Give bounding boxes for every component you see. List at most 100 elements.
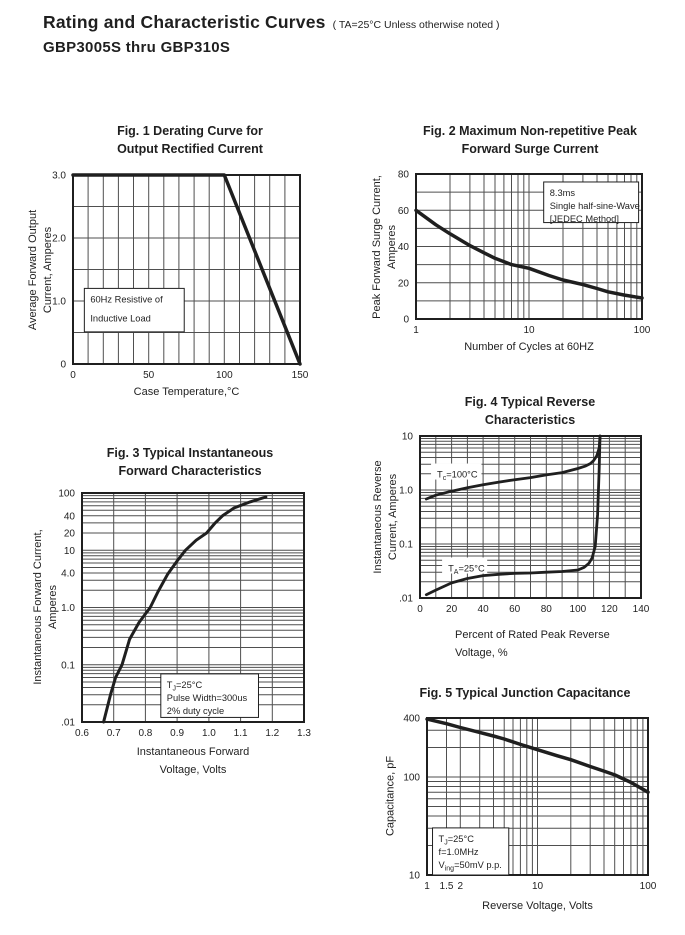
figure-2-title-line1: Fig. 2 Maximum Non-repetitive Peak <box>423 124 637 138</box>
figure-3-y-axis-label: Instantaneous Forward Current, Amperes <box>32 529 59 685</box>
svg-text:0: 0 <box>60 360 66 371</box>
fig2-axis-tick-labels: 1 10 100 80 60 40 20 0 <box>398 170 651 337</box>
svg-text:10: 10 <box>402 432 414 443</box>
svg-text:400: 400 <box>403 714 420 725</box>
figure-3-title: Fig. 3 Typical Instantaneous Forward Cha… <box>60 444 320 480</box>
svg-text:1.5: 1.5 <box>440 881 454 892</box>
svg-text:0.6: 0.6 <box>75 728 89 739</box>
figure-1-title-line2: Output Rectified Current <box>117 142 263 156</box>
figure-5-title-line1: Fig. 5 Typical Junction Capacitance <box>419 686 631 700</box>
svg-text:0.1: 0.1 <box>399 540 413 551</box>
figure-2-plot-area: 8.3ms Single half-sine-Wave [JEDEC Method]… <box>398 170 651 337</box>
fig4-canvas: Tc=100°C TA=25°C 0 20 40 60 80 100 120 140 10 1.0 0.… <box>399 432 650 616</box>
figure-5-plot-area: TJ=25°C f=1.0MHz Ving=50mV p.p. 1 1.5 2 10 100 4… <box>403 714 656 893</box>
svg-text:0: 0 <box>417 604 423 615</box>
svg-text:40: 40 <box>64 511 76 522</box>
svg-text:8.3ms: 8.3ms <box>550 188 576 198</box>
svg-text:Inductive Load: Inductive Load <box>90 313 150 323</box>
svg-text:120: 120 <box>601 604 618 615</box>
svg-text:40: 40 <box>478 604 490 615</box>
svg-text:20: 20 <box>446 604 458 615</box>
figure-1-title-line1: Fig. 1 Derating Curve for <box>117 124 263 138</box>
svg-text:1: 1 <box>413 325 419 336</box>
svg-text:Ving=50mV p.p.: Ving=50mV p.p. <box>439 860 502 873</box>
figure-3-x-axis-label: Instantaneous Forward Voltage, Volts <box>136 746 250 776</box>
svg-text:60Hz Resistive of: 60Hz Resistive of <box>90 294 163 304</box>
svg-text:100: 100 <box>58 489 75 500</box>
fig3-plot-border <box>81 492 305 723</box>
svg-text:1.0: 1.0 <box>52 297 66 308</box>
svg-text:TJ=25°C: TJ=25°C <box>167 680 203 693</box>
fig4-annotation: TA=25°C <box>442 557 488 576</box>
figure-5: Fig. 5 Typical Junction Capacitance Capa… <box>360 680 685 935</box>
figure-2-title-line2: Forward Surge Current <box>461 142 599 156</box>
figure-4-y-axis-label: Instantaneous Reverse Current, Amperes <box>372 460 399 574</box>
figure-5-title: Fig. 5 Typical Junction Capacitance <box>380 684 670 702</box>
fig1-annotation: 60Hz Resistive of Inductive Load <box>83 287 185 333</box>
fig1-axis-tick-labels: 0 50 100 150 3.0 2.0 1.0 0 <box>52 171 309 382</box>
figure-1-y-axis-label: Average Forward Output Current, Amperes <box>27 209 54 331</box>
svg-text:Pulse Width=300us: Pulse Width=300us <box>167 693 248 703</box>
svg-text:.01: .01 <box>61 718 75 729</box>
figure-4: Fig. 4 Typical Reverse Characteristics I… <box>360 390 685 680</box>
fig4-annotation: Tc=100°C <box>431 463 482 483</box>
fig4-curve-TA=25C <box>424 434 602 597</box>
fig5-axis-tick-labels: 1 1.5 2 10 100 400 100 10 <box>403 714 656 893</box>
svg-text:2: 2 <box>458 881 464 892</box>
figure-1: Fig. 1 Derating Curve for Output Rectifi… <box>20 120 340 420</box>
svg-text:Tc=100°C: Tc=100°C <box>437 470 478 483</box>
figure-4-title-line2: Characteristics <box>484 413 576 427</box>
svg-text:3.0: 3.0 <box>52 171 66 182</box>
svg-text:0.7: 0.7 <box>107 728 121 739</box>
svg-text:150: 150 <box>292 370 309 381</box>
fig5-canvas: TJ=25°Cf=1.0MHz Ving=50mV p.p. 1 1.5 2 10 100 4… <box>403 714 656 893</box>
figure-5-x-axis-label: Reverse Voltage, Volts <box>482 900 593 912</box>
svg-text:f=1.0MHz: f=1.0MHz <box>439 847 479 857</box>
svg-text:60: 60 <box>398 206 410 217</box>
figure-4-title: Fig. 4 Typical Reverse Characteristics <box>400 393 660 429</box>
svg-text:100: 100 <box>570 604 587 615</box>
svg-text:100: 100 <box>216 370 233 381</box>
figure-1-plot-area: 60Hz Resistive of Inductive Load 0 50 100 150… <box>52 171 309 382</box>
svg-text:.01: .01 <box>399 594 413 605</box>
svg-text:20: 20 <box>64 529 76 540</box>
svg-text:100: 100 <box>634 325 651 336</box>
svg-text:1.0: 1.0 <box>61 603 75 614</box>
fig2-curve-surge-current <box>414 208 644 300</box>
fig1-curve-output-current-derating <box>71 173 302 366</box>
svg-text:80: 80 <box>541 604 553 615</box>
svg-text:1.3: 1.3 <box>297 728 311 739</box>
fig3-curve-forward-voltage-current <box>102 495 268 724</box>
fig2-annotation: 8.3ms Single half-sine-Wave [JEDEC Method] <box>543 181 640 224</box>
figure-1-title: Fig. 1 Derating Curve for Output Rectifi… <box>60 122 320 158</box>
svg-text:1.1: 1.1 <box>234 728 248 739</box>
svg-text:[JEDEC Method]: [JEDEC Method] <box>550 214 619 224</box>
fig4-plot-border <box>419 435 642 599</box>
svg-text:100: 100 <box>403 773 420 784</box>
part-number-range: GBP3005S thru GBP310S <box>43 39 231 56</box>
svg-text:140: 140 <box>633 604 650 615</box>
figure-2-x-axis-label: Number of Cycles at 60HZ <box>464 341 594 353</box>
page-title-condition-note: ( TA=25°C Unless otherwise noted ) <box>332 19 500 31</box>
header-title-row: Rating and Characteristic Curves ( TA=25… <box>43 12 500 33</box>
svg-text:10: 10 <box>532 881 544 892</box>
fig5-plot-border <box>426 717 649 876</box>
figure-3-title-line2: Forward Characteristics <box>118 464 262 478</box>
figure-4-x-axis-label: Percent of Rated Peak Reverse Voltage, % <box>455 629 610 659</box>
fig1-grid-lines <box>72 174 301 365</box>
svg-text:0.9: 0.9 <box>170 728 184 739</box>
figure-1-x-axis-label: Case Temperature,°C <box>133 386 240 398</box>
figure-3-title-line1: Fig. 3 Typical Instantaneous <box>106 446 274 460</box>
figure-2-y-axis-label: Peak Forward Surge Current, Amperes <box>371 175 398 319</box>
fig1-canvas: 60Hz Resistive of Inductive Load 0 50 100 150… <box>52 171 309 382</box>
svg-text:2% duty cycle: 2% duty cycle <box>167 706 224 716</box>
page-title: Rating and Characteristic Curves <box>43 12 326 32</box>
svg-text:1.0: 1.0 <box>202 728 216 739</box>
figure-5-y-axis-label: Capacitance, pF <box>384 755 397 837</box>
fig2-plot-border <box>415 173 643 320</box>
svg-text:1.2: 1.2 <box>265 728 279 739</box>
figure-3: Fig. 3 Typical Instantaneous Forward Cha… <box>30 440 350 800</box>
fig4-curve-Tc=100C <box>424 434 602 501</box>
